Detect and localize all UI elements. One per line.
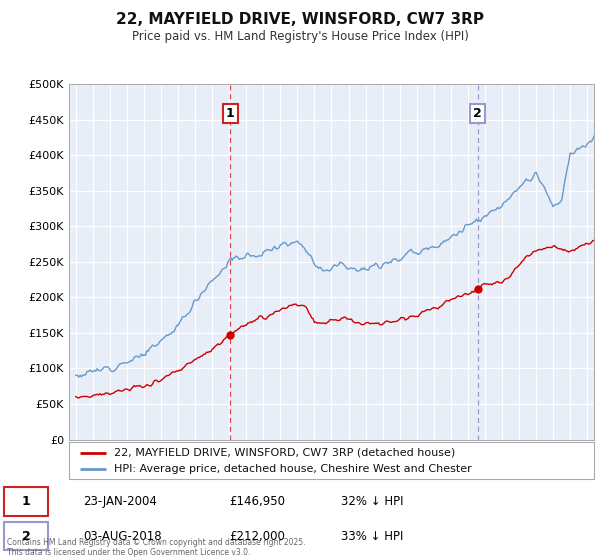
Text: 03-AUG-2018: 03-AUG-2018 [83,530,162,543]
Text: Price paid vs. HM Land Registry's House Price Index (HPI): Price paid vs. HM Land Registry's House … [131,30,469,43]
Text: 32% ↓ HPI: 32% ↓ HPI [341,495,403,508]
Text: HPI: Average price, detached house, Cheshire West and Chester: HPI: Average price, detached house, Ches… [113,464,472,474]
Text: 2: 2 [22,530,31,543]
Text: 1: 1 [22,495,31,508]
FancyBboxPatch shape [4,522,48,550]
Text: 22, MAYFIELD DRIVE, WINSFORD, CW7 3RP: 22, MAYFIELD DRIVE, WINSFORD, CW7 3RP [116,12,484,27]
Text: 2: 2 [473,108,482,120]
Text: 23-JAN-2004: 23-JAN-2004 [83,495,157,508]
Text: 22, MAYFIELD DRIVE, WINSFORD, CW7 3RP (detached house): 22, MAYFIELD DRIVE, WINSFORD, CW7 3RP (d… [113,447,455,458]
Text: 33% ↓ HPI: 33% ↓ HPI [341,530,403,543]
Text: Contains HM Land Registry data © Crown copyright and database right 2025.
This d: Contains HM Land Registry data © Crown c… [7,538,306,557]
Text: £146,950: £146,950 [230,495,286,508]
FancyBboxPatch shape [4,487,48,516]
Text: £212,000: £212,000 [230,530,286,543]
Text: 1: 1 [226,108,235,120]
